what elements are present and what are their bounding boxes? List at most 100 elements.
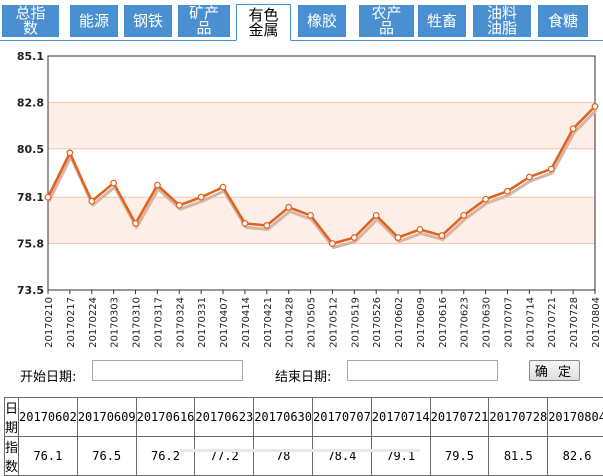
x-tick-label: 20170317 <box>153 297 164 348</box>
data-point <box>570 126 576 132</box>
date-cell: 20170602 <box>19 398 78 437</box>
y-tick-label: 78.1 <box>17 191 44 204</box>
x-tick-label: 20170407 <box>219 297 230 348</box>
data-point <box>373 213 379 219</box>
x-tick-label: 20170512 <box>328 297 339 348</box>
value-cell: 82.6 <box>548 437 603 476</box>
tab-5[interactable]: 橡胶 <box>298 5 346 37</box>
tab-label: 总指数 <box>9 6 53 36</box>
start-date-label: 开始日期: <box>20 366 76 385</box>
data-point <box>352 235 358 241</box>
tab-label: 食糖 <box>541 14 585 29</box>
x-tick-label: 20170623 <box>460 297 471 348</box>
data-point <box>111 180 117 186</box>
date-header-cell: 日期 <box>5 398 19 437</box>
x-tick-label: 20170331 <box>197 297 208 348</box>
tab-label: 牲畜 <box>420 14 464 29</box>
category-tab-bar: 总指数能源钢铁矿产品有色金属 橡胶 农产品牲畜 油料油脂 食糖 <box>0 0 603 41</box>
date-cell: 20170707 <box>313 398 372 437</box>
x-tick-label: 20170728 <box>569 297 580 348</box>
value-cell: 76.1 <box>19 437 78 476</box>
data-point <box>89 198 95 204</box>
tab-8[interactable]: 油料油脂 <box>473 5 531 37</box>
x-tick-label: 20170414 <box>241 297 252 348</box>
value-cell: 76.2 <box>136 437 195 476</box>
x-tick-label: 20170224 <box>88 297 99 348</box>
value-cell: 81.5 <box>489 437 548 476</box>
x-tick-label: 20170324 <box>175 297 186 348</box>
tab-label: 橡胶 <box>300 14 344 29</box>
start-date-input[interactable] <box>92 360 243 381</box>
tab-label: 农产品 <box>365 6 409 36</box>
value-cell: 79.5 <box>430 437 489 476</box>
y-tick-label: 80.5 <box>17 143 44 156</box>
data-point <box>286 204 292 210</box>
x-tick-label: 20170630 <box>482 297 493 348</box>
data-point <box>483 196 489 202</box>
tab-label: 油料油脂 <box>486 6 518 36</box>
x-tick-label: 20170602 <box>394 297 405 348</box>
data-point <box>308 213 314 219</box>
x-tick-label: 20170707 <box>503 297 514 348</box>
data-point <box>155 182 161 188</box>
tab-3[interactable]: 矿产品 <box>178 5 230 37</box>
tab-9[interactable]: 食糖 <box>538 5 588 37</box>
data-point <box>67 150 73 156</box>
tab-7[interactable]: 牲畜 <box>418 5 466 37</box>
tab-label: 矿产品 <box>182 6 226 36</box>
x-tick-label: 20170310 <box>132 297 143 348</box>
x-tick-label: 20170217 <box>66 297 77 348</box>
x-tick-label: 20170421 <box>263 297 274 348</box>
data-point <box>527 174 533 180</box>
data-point <box>264 223 270 229</box>
data-point <box>417 227 423 233</box>
tab-2[interactable]: 钢铁 <box>124 5 172 37</box>
y-tick-label: 82.8 <box>17 96 44 109</box>
chart-band <box>48 102 595 148</box>
tab-6[interactable]: 农产品 <box>359 5 414 37</box>
index-line-chart: 73.5 75.8 78.1 80.5 82.8 85.1 20170210 20170217… <box>0 44 603 350</box>
x-tick-label: 20170721 <box>547 297 558 348</box>
x-tick-label: 20170428 <box>285 297 296 348</box>
data-point <box>133 221 139 227</box>
value-cell: 79.1 <box>371 437 430 476</box>
end-date-input[interactable] <box>347 360 498 381</box>
y-tick-label: 75.8 <box>17 238 44 251</box>
value-cell: 78.4 <box>313 437 372 476</box>
x-tick-label: 20170616 <box>438 297 449 348</box>
end-date-label: 结束日期: <box>275 366 331 385</box>
data-point <box>548 166 554 172</box>
data-point <box>505 188 511 194</box>
date-cell: 20170616 <box>136 398 195 437</box>
tab-1[interactable]: 能源 <box>70 5 118 37</box>
x-tick-label: 20170609 <box>416 297 427 348</box>
data-point <box>395 235 401 241</box>
y-tick-label: 85.1 <box>17 50 44 63</box>
date-cell: 20170721 <box>430 398 489 437</box>
data-point <box>176 202 182 208</box>
x-tick-label: 20170505 <box>307 297 318 348</box>
x-tick-label: 20170804 <box>591 297 602 348</box>
data-point <box>330 241 336 247</box>
value-cell: 76.5 <box>77 437 136 476</box>
chart-band <box>48 197 595 243</box>
date-cell: 20170804 <box>548 398 603 437</box>
data-point <box>242 221 248 227</box>
date-cell: 20170623 <box>195 398 254 437</box>
x-tick-label: 20170210 <box>44 297 55 348</box>
index-header-cell: 指数 <box>5 437 19 476</box>
tab-0[interactable]: 总指数 <box>2 5 59 37</box>
x-tick-label: 20170526 <box>372 297 383 348</box>
tab-4[interactable]: 有色金属 <box>236 4 291 41</box>
data-point <box>45 194 51 200</box>
confirm-button[interactable]: 确 定 <box>529 360 580 381</box>
y-tick-label: 73.5 <box>17 284 44 297</box>
date-cell: 20170630 <box>254 398 313 437</box>
x-tick-label: 20170714 <box>525 297 536 348</box>
x-tick-label: 20170303 <box>110 297 121 348</box>
tab-label: 有色金属 <box>248 8 280 38</box>
date-cell: 20170728 <box>489 398 548 437</box>
